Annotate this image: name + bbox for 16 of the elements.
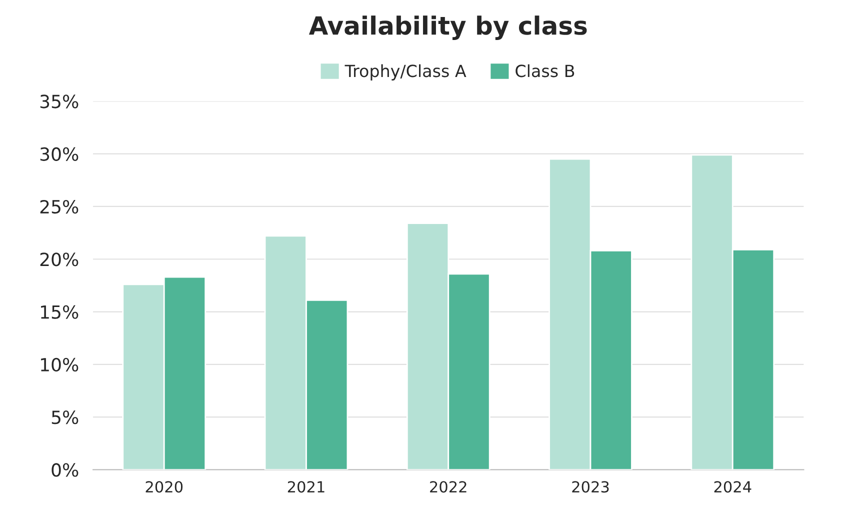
y-tick-label: 0%	[52, 463, 78, 477]
x-tick-label: 2024	[714, 481, 752, 493]
x-tick-label: 2023	[572, 481, 609, 493]
y-tick-label: 10%	[41, 358, 78, 372]
x-tick-label: 2021	[288, 481, 324, 493]
y-tick-label: 5%	[52, 410, 78, 424]
x-tick-label: 2020	[146, 481, 183, 493]
legend-label: Trophy/Class A	[344, 64, 466, 80]
y-tick-label: 30%	[40, 147, 78, 161]
y-tick-label: 35%	[40, 94, 78, 108]
chart-title: Availability by class	[308, 16, 587, 40]
y-tick-label: 20%	[40, 252, 78, 266]
y-tick-label: 15%	[41, 305, 78, 319]
y-tick-label: 25%	[40, 200, 78, 214]
legend-label: Class B	[516, 64, 574, 78]
x-tick-label: 2022	[430, 481, 466, 493]
